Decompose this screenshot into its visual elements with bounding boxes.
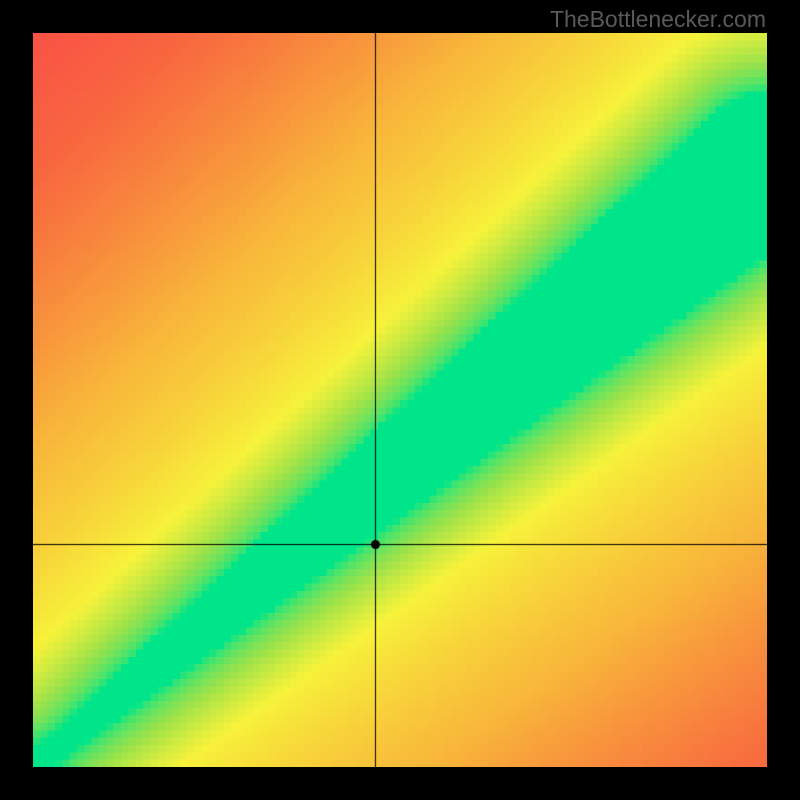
chart-root: TheBottlenecker.com: [0, 0, 800, 800]
watermark-text: TheBottlenecker.com: [550, 6, 766, 33]
bottleneck-heatmap: [33, 33, 767, 767]
